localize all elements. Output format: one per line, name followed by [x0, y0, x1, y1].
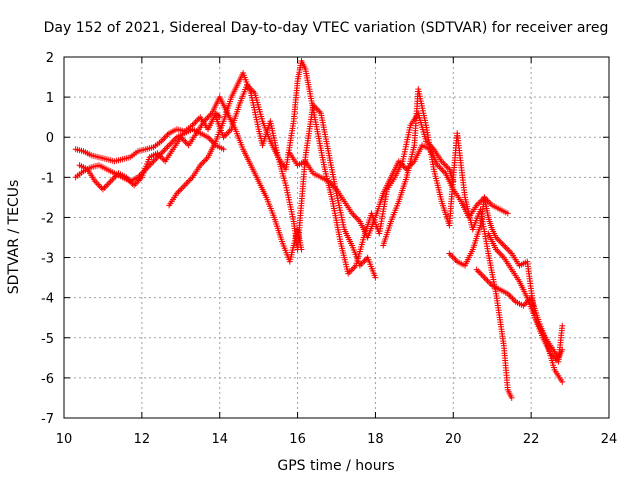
- plot-frame: [63, 56, 610, 419]
- series-5: [212, 58, 457, 277]
- y-tick-label: -5: [41, 332, 54, 347]
- x-tick-label: 10: [56, 432, 73, 447]
- series-10: [485, 230, 566, 361]
- y-tick-label: -4: [41, 292, 54, 307]
- x-tick-label: 14: [211, 432, 228, 447]
- series-6: [286, 142, 511, 241]
- data-point: [220, 146, 227, 153]
- series-4: [166, 70, 379, 281]
- x-tick-label: 24: [601, 432, 618, 447]
- series-8: [446, 194, 566, 365]
- y-tick-label: -7: [41, 412, 54, 427]
- data-point: [504, 210, 511, 217]
- series-1: [72, 110, 223, 165]
- data-point: [372, 274, 379, 281]
- x-tick-label: 22: [523, 432, 540, 447]
- data-point: [559, 346, 566, 353]
- x-tick-label: 18: [367, 432, 384, 447]
- data-point: [559, 322, 566, 329]
- x-tick-label: 16: [289, 432, 306, 447]
- x-tick-label: 20: [445, 432, 462, 447]
- y-tick-label: 2: [46, 51, 54, 66]
- y-tick-label: -2: [41, 211, 54, 226]
- y-tick-label: -3: [41, 252, 54, 267]
- series-line: [476, 269, 563, 383]
- x-tick-label: 12: [134, 432, 151, 447]
- y-axis-title: SDTVAR / TECUs: [6, 180, 22, 295]
- chart-title: Day 152 of 2021, Sidereal Day-to-day VTE…: [44, 20, 609, 36]
- data-point: [508, 394, 515, 401]
- series-3: [76, 94, 305, 265]
- y-tick-label: -6: [41, 372, 54, 387]
- x-axis-title: GPS time / hours: [277, 458, 394, 474]
- y-tick-label: 1: [46, 91, 54, 106]
- grid: [64, 57, 609, 418]
- series-line: [168, 71, 376, 278]
- y-tick-label: 0: [46, 131, 54, 146]
- data-series: [72, 58, 566, 401]
- data-point: [215, 112, 222, 119]
- data-point: [559, 378, 566, 385]
- y-tick-label: -1: [41, 171, 54, 186]
